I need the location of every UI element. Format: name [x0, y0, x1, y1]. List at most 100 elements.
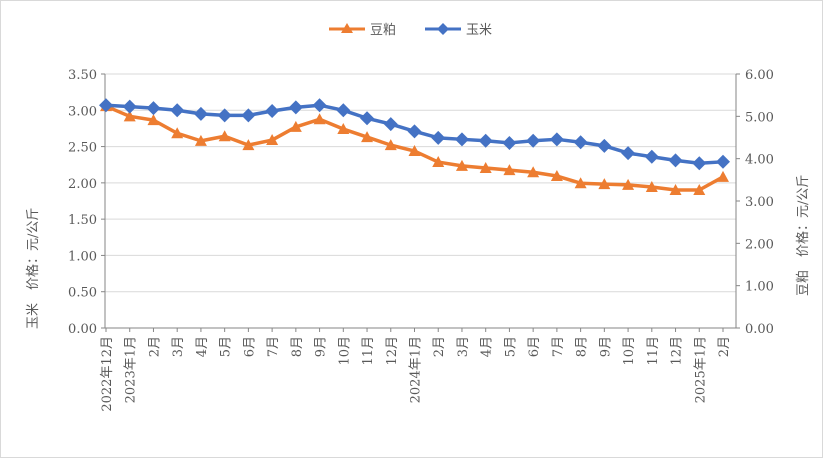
data-point-triangle: [361, 131, 374, 143]
data-point-triangle: [479, 161, 492, 173]
x-tick-label: 10月: [622, 336, 637, 366]
data-point-diamond: [383, 117, 398, 132]
legend: 豆粕 玉米: [329, 23, 492, 38]
data-point-diamond: [360, 111, 375, 126]
left-tick-label: 1.50: [68, 213, 97, 228]
data-point-triangle: [408, 145, 421, 157]
x-tick-label: 2023年1月: [124, 336, 139, 403]
data-point-diamond: [573, 135, 588, 150]
data-point-diamond: [502, 135, 517, 150]
data-point-diamond: [454, 132, 469, 147]
data-point-diamond: [312, 98, 327, 113]
data-point-triangle: [527, 166, 540, 178]
data-point-triangle: [242, 139, 255, 151]
right-tick-label: 2.00: [745, 237, 774, 252]
data-point-triangle: [313, 113, 326, 125]
data-point-diamond: [170, 103, 185, 118]
x-tick-label: 6月: [242, 336, 257, 357]
data-point-diamond: [644, 149, 659, 164]
x-tick-label: 2025年1月: [693, 336, 708, 403]
left-tick-label: 2.00: [68, 177, 97, 192]
left-axis-title: 玉米 价格：元/公斤: [25, 208, 41, 329]
data-point-triangle: [147, 114, 160, 126]
x-tick-label: 7月: [266, 336, 281, 357]
x-tick-label: 7月: [551, 336, 566, 357]
data-point-diamond: [288, 100, 303, 115]
x-tick-label: 11月: [646, 336, 661, 366]
x-tick-label: 11月: [361, 336, 376, 366]
left-tick-label: 2.50: [68, 141, 97, 156]
legend-triangle-marker: [341, 23, 353, 33]
x-tick-label: 3月: [171, 336, 186, 357]
x-tick-label: 2月: [432, 336, 447, 357]
legend-label-corn: 玉米: [466, 23, 492, 38]
left-tick-label: 3.50: [68, 68, 97, 83]
x-tick-label: 9月: [598, 336, 613, 357]
x-tick-label: 8月: [290, 336, 305, 357]
data-point-triangle: [384, 139, 397, 151]
data-point-diamond: [692, 156, 707, 171]
data-point-triangle: [693, 183, 706, 195]
right-axis-title: 豆粕 价格：元/公斤: [795, 175, 811, 296]
legend-diamond-marker: [437, 23, 449, 35]
right-tick-label: 0.00: [745, 322, 774, 337]
right-tick-label: 6.00: [745, 68, 774, 83]
left-tick-label: 0.50: [68, 286, 97, 301]
x-tick-label: 4月: [480, 336, 495, 357]
data-point-diamond: [478, 133, 493, 148]
data-point-diamond: [99, 98, 113, 113]
data-point-triangle: [171, 127, 184, 139]
data-point-triangle: [337, 123, 350, 135]
data-point-triangle: [289, 120, 302, 132]
data-point-diamond: [241, 108, 256, 123]
data-point-diamond: [336, 103, 351, 118]
x-tick-label: 6月: [527, 336, 542, 357]
x-tick-label: 12月: [385, 336, 400, 366]
right-tick-label: 1.00: [745, 280, 774, 295]
x-tick-label: 2月: [147, 336, 162, 357]
x-tick-label: 12月: [670, 336, 685, 366]
data-point-diamond: [549, 132, 564, 147]
x-tick-label: 2024年1月: [409, 336, 424, 403]
gridlines: [105, 73, 736, 293]
left-tick-label: 3.00: [68, 104, 97, 119]
x-tick-label: 3月: [456, 336, 471, 357]
data-point-diamond: [407, 124, 422, 139]
x-tick-label: 2022年12月: [100, 336, 115, 412]
legend-label-soybean: 豆粕: [370, 23, 396, 38]
data-point-diamond: [526, 133, 541, 148]
x-tick-label: 4月: [195, 336, 210, 357]
data-point-diamond: [122, 99, 137, 114]
series-layer: [99, 98, 730, 195]
axes: 0.00 0.50 1.00 1.50 2.00 2.50 3.00 3.50 0.00 1.00…: [68, 68, 774, 412]
left-tick-label: 1.00: [68, 249, 97, 264]
x-tick-label: 5月: [219, 336, 234, 357]
data-point-triangle: [622, 178, 635, 190]
x-tick-label: 9月: [314, 336, 329, 357]
data-point-triangle: [645, 181, 658, 193]
data-point-diamond: [265, 104, 280, 119]
data-point-triangle: [266, 134, 279, 146]
data-point-triangle: [194, 134, 207, 146]
data-point-diamond: [217, 108, 232, 123]
data-point-diamond: [597, 138, 612, 153]
data-point-triangle: [123, 110, 136, 122]
data-point-diamond: [668, 153, 683, 168]
data-point-diamond: [431, 130, 446, 145]
data-point-diamond: [716, 154, 730, 169]
data-point-triangle: [669, 183, 682, 195]
data-point-triangle: [717, 170, 729, 182]
left-tick-label: 0.00: [68, 322, 97, 337]
x-tick-label: 8月: [575, 336, 590, 357]
data-point-triangle: [550, 170, 563, 182]
right-tick-label: 3.00: [745, 195, 774, 210]
right-tick-label: 4.00: [745, 153, 774, 168]
x-tick-label: 2月: [717, 336, 732, 357]
x-tick-label: 10月: [337, 336, 352, 366]
data-point-triangle: [598, 178, 611, 190]
data-point-diamond: [193, 106, 208, 121]
data-point-triangle: [218, 130, 231, 142]
right-tick-label: 5.00: [745, 110, 774, 125]
